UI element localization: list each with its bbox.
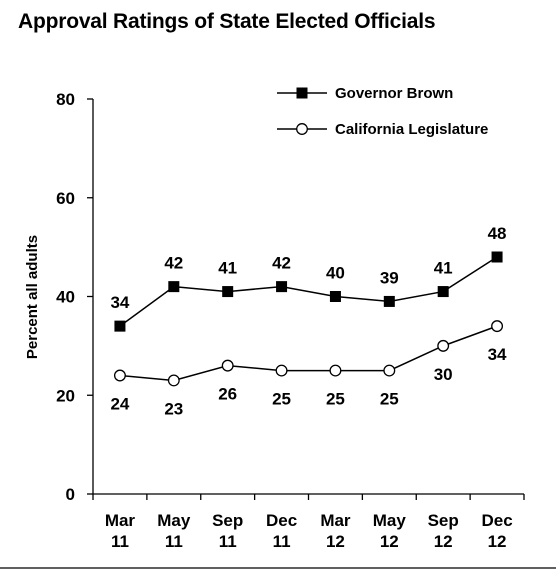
x-tick-label: Dec	[266, 511, 297, 530]
x-tick-label: 12	[488, 532, 507, 551]
data-point-california-legislature	[437, 339, 450, 352]
x-tick-label: May	[373, 511, 407, 530]
x-tick-label: 11	[219, 532, 237, 551]
data-label-governor-brown: 42	[272, 254, 291, 273]
legend-marker	[296, 123, 308, 135]
data-label-governor-brown: 34	[110, 293, 129, 312]
data-label-california-legislature: 25	[272, 390, 291, 409]
data-label-governor-brown: 42	[164, 254, 183, 273]
series-line-california-legislature	[119, 325, 498, 382]
y-tick-label: 80	[56, 90, 75, 109]
legend-item-governor-brown: Governor Brown	[277, 85, 453, 102]
x-tick-label: Sep	[212, 511, 243, 530]
x-tick-label: May	[157, 511, 191, 530]
data-label-california-legislature: 34	[488, 345, 507, 364]
data-point-california-legislature	[329, 364, 342, 377]
data-point-governor-brown	[491, 251, 503, 263]
data-point-california-legislature	[221, 359, 234, 372]
data-label-california-legislature: 26	[218, 385, 237, 404]
data-point-governor-brown	[383, 295, 395, 307]
data-label-governor-brown: 41	[218, 259, 237, 278]
data-point-california-legislature	[167, 374, 180, 387]
data-point-governor-brown	[276, 281, 288, 293]
legend-marker	[296, 87, 308, 99]
legend: Governor Brown California Legislature	[277, 85, 488, 138]
data-point-california-legislature	[383, 364, 396, 377]
y-axis: 0 20 40 60 80	[56, 90, 94, 504]
data-label-governor-brown: 40	[326, 264, 345, 283]
data-labels: 34 42 41 42 40 39 41 48 24 23 26 25 25 25 30 34	[110, 224, 507, 418]
y-tick-label: 40	[56, 288, 75, 307]
x-tick-label: 11	[111, 532, 129, 551]
x-tick-label: 11	[165, 532, 183, 551]
x-tick-label: 12	[326, 532, 345, 551]
legend-item-california-legislature: California Legislature	[277, 121, 488, 138]
data-label-governor-brown: 39	[380, 268, 399, 287]
data-point-california-legislature	[491, 320, 504, 333]
data-point-governor-brown	[222, 286, 234, 298]
x-tick-label: 12	[434, 532, 453, 551]
x-tick-label: Mar	[320, 511, 351, 530]
legend-label: California Legislature	[335, 121, 488, 138]
series-group	[113, 251, 504, 387]
x-tick-label: Mar	[105, 511, 136, 530]
y-axis-title: Percent all adults	[24, 235, 41, 359]
data-label-governor-brown: 41	[434, 259, 453, 278]
x-tick-label: 12	[380, 532, 399, 551]
x-axis: Mar 11 May 11 Sep 11 Dec 11 Mar 12 May 12 Sep 12 Dec 12	[92, 493, 525, 551]
data-label-california-legislature: 30	[434, 365, 453, 384]
x-tick-label: Dec	[481, 511, 512, 530]
data-label-governor-brown: 48	[488, 224, 507, 243]
y-tick-label: 60	[56, 189, 75, 208]
series-line-governor-brown	[119, 256, 498, 327]
y-tick-label: 20	[56, 386, 75, 405]
data-point-governor-brown	[114, 320, 126, 332]
data-label-california-legislature: 25	[380, 390, 399, 409]
data-point-governor-brown	[437, 286, 449, 298]
chart-title: Approval Ratings of State Elected Offici…	[18, 10, 436, 33]
data-point-governor-brown	[168, 281, 180, 293]
data-label-california-legislature: 24	[110, 395, 129, 414]
data-point-california-legislature	[113, 369, 126, 382]
data-point-california-legislature	[275, 364, 288, 377]
data-label-california-legislature: 25	[326, 390, 345, 409]
x-tick-label: Sep	[428, 511, 459, 530]
y-tick-label: 0	[66, 485, 75, 504]
data-label-california-legislature: 23	[164, 399, 183, 418]
x-tick-label: 11	[273, 532, 291, 551]
data-point-governor-brown	[329, 291, 341, 302]
legend-label: Governor Brown	[335, 85, 453, 102]
